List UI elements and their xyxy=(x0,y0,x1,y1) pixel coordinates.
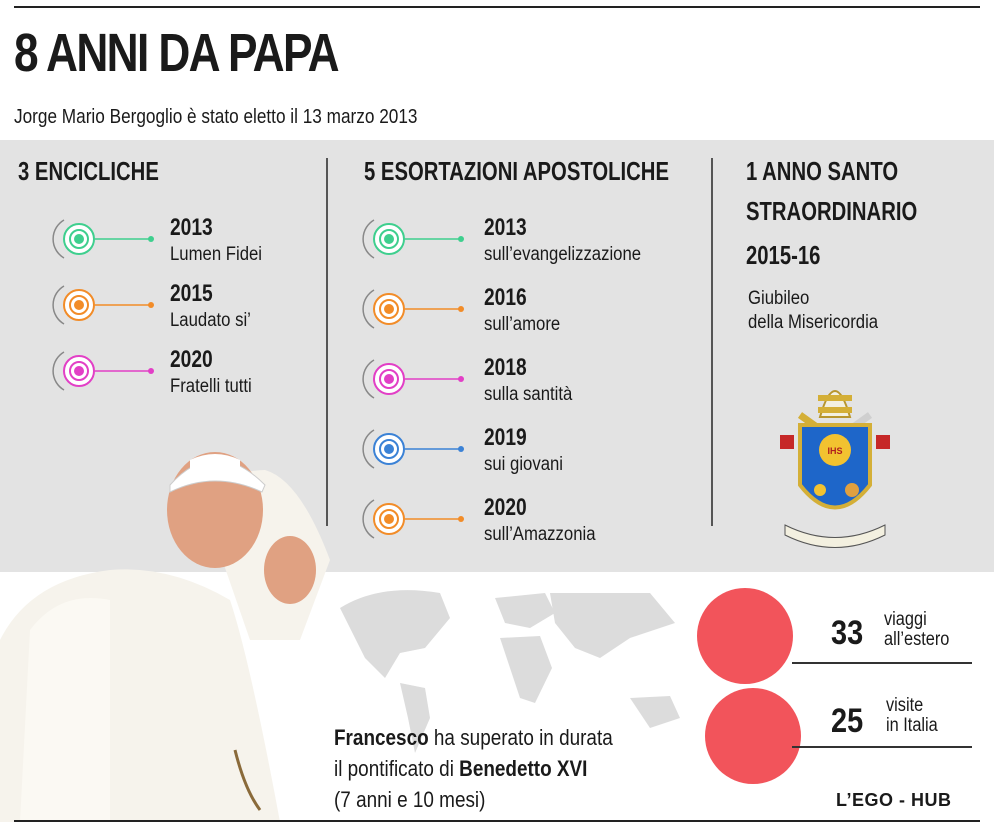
item-name: Laudato si’ xyxy=(170,310,251,331)
stat-label-line2: in Italia xyxy=(886,715,938,736)
francesco-name: Francesco xyxy=(334,725,429,750)
item-name: sulla santità xyxy=(484,384,573,405)
target-dot-icon xyxy=(52,219,154,259)
benedetto-name: Benedetto XVI xyxy=(459,756,588,781)
item-name: Fratelli tutti xyxy=(170,376,252,397)
item-year: 2020 xyxy=(484,494,527,521)
item-name: sull’Amazzonia xyxy=(484,524,596,545)
stat-rule xyxy=(792,662,972,664)
target-dot-icon xyxy=(362,499,464,539)
anno-santo-desc-2: della Misericordia xyxy=(748,312,879,333)
anno-santo-heading-2: STRAORDINARIO xyxy=(746,196,918,226)
target-dot-icon xyxy=(52,285,154,325)
anno-santo-years: 2015-16 xyxy=(746,240,821,270)
item-year: 2016 xyxy=(484,284,527,311)
item-name: sull’amore xyxy=(484,314,561,335)
anno-santo-heading-1: 1 ANNO SANTO xyxy=(746,156,899,186)
target-dot-icon xyxy=(362,359,464,399)
svg-text:IHS: IHS xyxy=(827,446,842,456)
target-dot-icon xyxy=(52,351,154,391)
stat-label-line2: all’estero xyxy=(884,629,950,650)
item-year: 2019 xyxy=(484,424,527,451)
item-name: Lumen Fidei xyxy=(170,244,263,265)
encicliche-heading: 3 ENCICLICHE xyxy=(18,156,159,186)
item-year: 2015 xyxy=(170,280,213,307)
target-dot-icon xyxy=(362,429,464,469)
target-dot-icon xyxy=(362,289,464,329)
stat-rule xyxy=(792,746,972,748)
stat-value: 25 xyxy=(831,702,864,740)
page-subtitle: Jorge Mario Bergoglio è stato eletto il … xyxy=(14,106,418,128)
stat-label-line1: visite xyxy=(886,695,924,716)
item-year: 2020 xyxy=(170,346,213,373)
stat-value: 33 xyxy=(831,614,864,652)
credit-label: L’EGO - HUB xyxy=(836,790,952,810)
bottom-rule xyxy=(14,820,980,822)
anno-santo-desc-1: Giubileo xyxy=(748,288,810,309)
papal-coat-of-arms-icon: IHS xyxy=(780,390,890,548)
francesco-note: Francesco ha superato in durata il ponti… xyxy=(334,722,613,815)
world-map xyxy=(340,590,680,753)
stat-label-line1: viaggi xyxy=(884,609,927,630)
page-title: 8 ANNI DA PAPA xyxy=(14,23,340,83)
top-rule xyxy=(14,6,980,8)
item-year: 2018 xyxy=(484,354,527,381)
stat-circle xyxy=(705,688,801,784)
target-dot-icon xyxy=(362,219,464,259)
francesco-text-3: (7 anni e 10 mesi) xyxy=(334,787,486,812)
francesco-text-2: il pontificato di xyxy=(334,756,460,781)
stat-circle xyxy=(697,588,793,684)
column-divider xyxy=(711,158,713,526)
column-divider xyxy=(326,158,328,526)
item-name: sull’evangelizzazione xyxy=(484,244,642,265)
francesco-text-1: ha superato in durata xyxy=(428,725,613,750)
item-name: sui giovani xyxy=(484,454,564,475)
item-year: 2013 xyxy=(484,214,527,241)
pope-photo xyxy=(0,452,330,822)
esortazioni-heading: 5 ESORTAZIONI APOSTOLICHE xyxy=(364,156,669,186)
item-year: 2013 xyxy=(170,214,213,241)
